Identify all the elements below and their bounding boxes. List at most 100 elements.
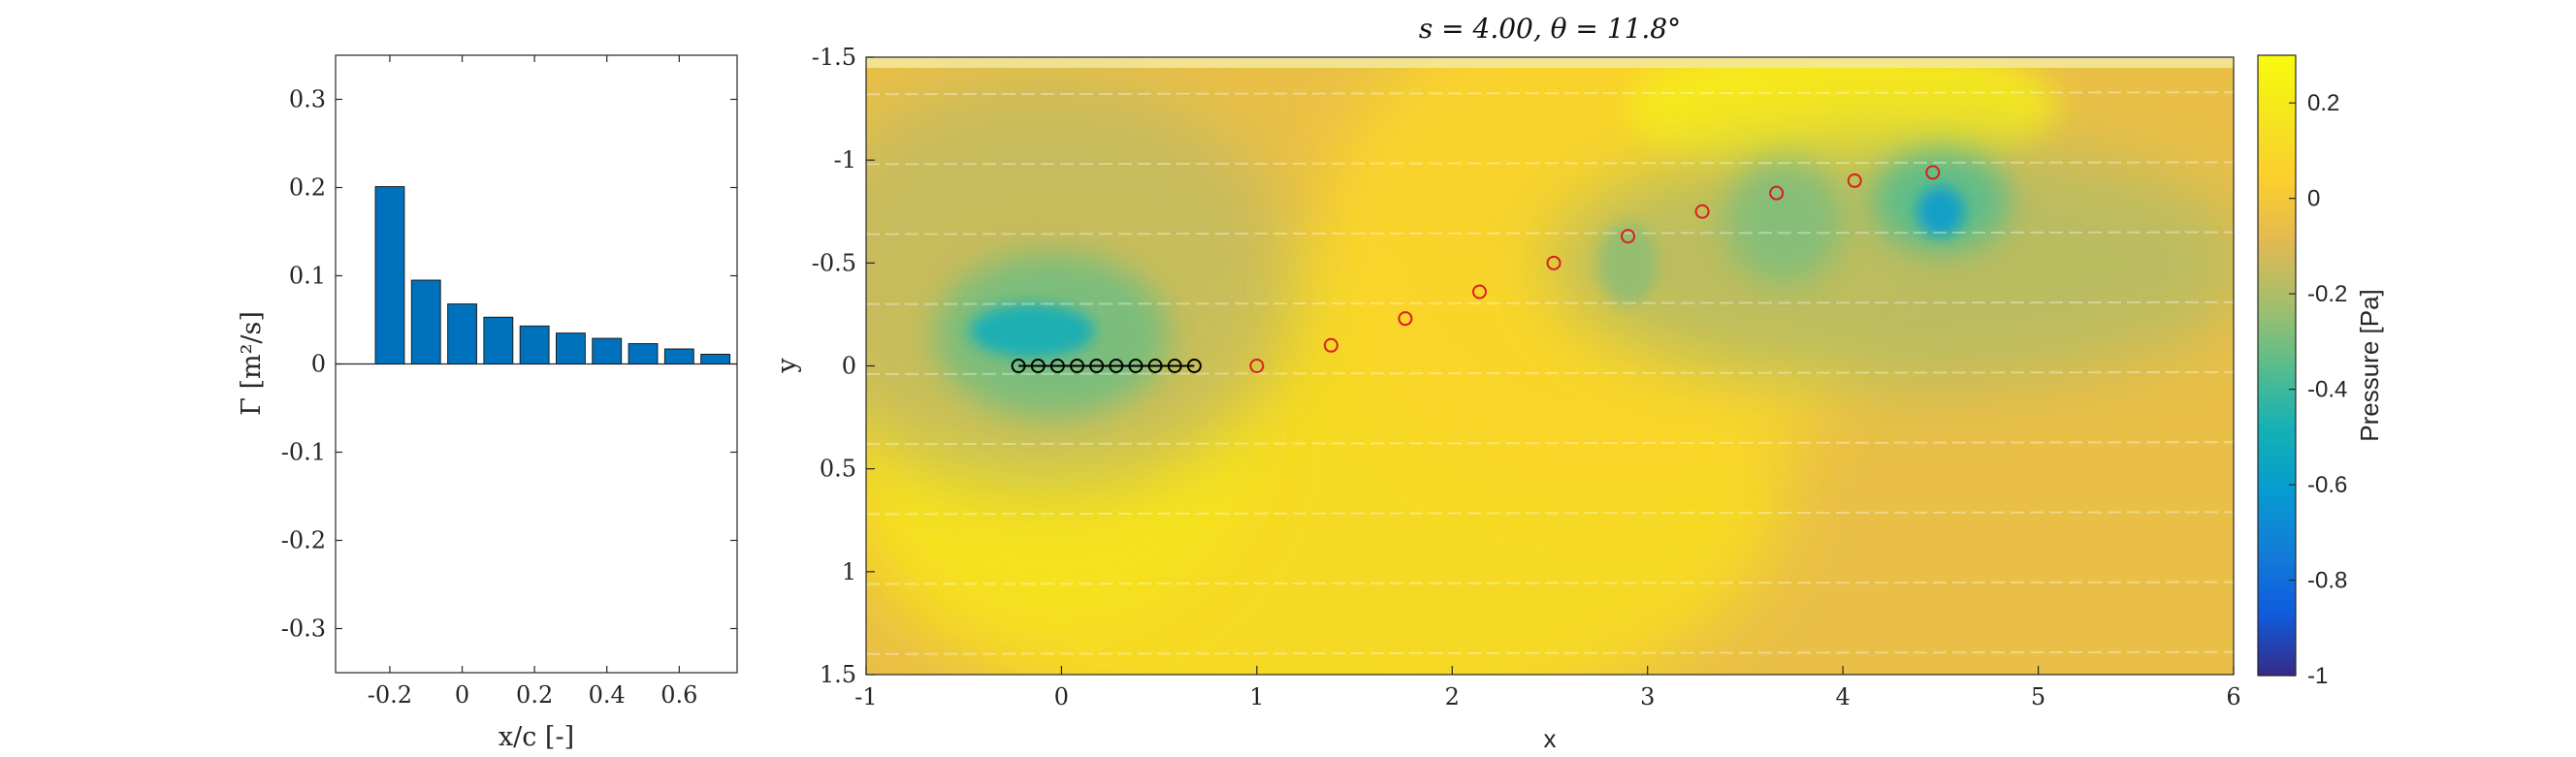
- y-tick-label: -0.2: [281, 527, 326, 554]
- wake-vortex-point: [1847, 173, 1862, 188]
- vector-row: [866, 370, 2234, 375]
- bar: [663, 348, 694, 364]
- bar-chart-y-label: Γ [m²/s]: [237, 311, 267, 416]
- pressure-field-title: s = 4.00, θ = 11.8°: [1419, 13, 1681, 45]
- colorbar: 0.2 0 -0.2 -0.4 -0.6 -0.8 -1 Pressure [Pa]: [2257, 54, 2384, 689]
- colorbar-tick-label: -1: [2307, 663, 2328, 689]
- wake-vortex-point: [1249, 359, 1265, 373]
- x-tick-label: 5: [2031, 683, 2045, 710]
- vector-row: [866, 441, 2234, 446]
- plate-vortex-point: [1167, 359, 1182, 373]
- colorbar-tick-label: -0.4: [2307, 377, 2347, 403]
- x-tick-label: 6: [2226, 683, 2240, 710]
- colorbar-tick-label: -0.8: [2307, 568, 2347, 594]
- wake-vortex-point: [1621, 229, 1636, 244]
- colorbar-tick-label: 0: [2307, 186, 2320, 212]
- plate-vortex-point: [1186, 359, 1202, 373]
- pressure-field-x-ticks: -1 0 1 2 3 4 5 6: [854, 666, 2241, 710]
- wake-vortex-point: [1398, 311, 1413, 327]
- vector-row: [866, 231, 2234, 236]
- bar: [447, 303, 477, 364]
- plate-vortex-point: [1011, 359, 1026, 373]
- colorbar-scale: [2257, 54, 2297, 677]
- wake-vortex-point: [1323, 337, 1338, 353]
- bar: [628, 343, 659, 365]
- colorbar-tick-label: -0.6: [2307, 472, 2347, 498]
- x-tick-label: -0.2: [368, 681, 412, 709]
- y-tick-label: 0.1: [289, 263, 326, 290]
- y-tick-label: -1.5: [812, 44, 856, 71]
- pressure-region: [1550, 139, 2234, 387]
- pressure-field-x-label: x: [1544, 724, 1557, 753]
- pressure-contours: [866, 57, 2234, 675]
- y-tick-label: -0.3: [281, 615, 326, 643]
- bar-chart-x-label: x/c [-]: [499, 722, 574, 752]
- vector-row: [866, 91, 2234, 96]
- bar-chart-x-ticks: -0.2 0 0.2 0.4 0.6: [368, 55, 697, 709]
- vector-row: [866, 161, 2234, 166]
- y-tick-label: 0: [311, 351, 326, 378]
- bar: [700, 353, 731, 364]
- colorbar-tick-label: -0.2: [2307, 281, 2347, 307]
- y-tick-label: 0.5: [820, 456, 856, 483]
- y-tick-label: 0: [842, 353, 856, 380]
- wake-vortex-point: [1925, 165, 1941, 180]
- pressure-region: [1916, 186, 1965, 237]
- colorbar-tick-label: 0.2: [2307, 90, 2339, 116]
- y-tick-label: 1: [842, 558, 856, 585]
- y-tick-label: 1.5: [820, 661, 856, 688]
- bar-series: [374, 186, 731, 365]
- bar: [519, 325, 550, 364]
- pressure-region: [969, 303, 1095, 359]
- pressure-region: [1598, 221, 1658, 304]
- plate-vortex-markers: [1011, 359, 1202, 373]
- x-tick-label: 0: [1054, 683, 1069, 710]
- bar-chart: -0.2 0 0.2 0.4 0.6 0.3 0.2 0.1 0 -0.1 -0.2 -0.3 x/…: [237, 54, 738, 752]
- top-boundary-band: [866, 57, 2234, 68]
- wake-vortex-point: [1694, 204, 1710, 219]
- x-tick-label: 1: [1249, 683, 1264, 710]
- x-tick-label: -1: [854, 683, 877, 710]
- pressure-field-y-label: y: [772, 358, 802, 374]
- plate-vortex-point: [1049, 359, 1065, 373]
- x-tick-label: 2: [1445, 683, 1460, 710]
- plate-vortex-point: [1030, 359, 1046, 373]
- x-tick-label: 0.6: [660, 681, 697, 709]
- vector-row: [866, 650, 2234, 655]
- plate-vortex-point: [1128, 359, 1143, 373]
- velocity-vector-rows: [866, 91, 2234, 655]
- bar: [374, 186, 405, 364]
- x-tick-label: 4: [1836, 683, 1851, 710]
- y-tick-label: 0.3: [289, 86, 326, 113]
- bar-chart-y-ticks: 0.3 0.2 0.1 0 -0.1 -0.2 -0.3: [281, 86, 737, 643]
- y-tick-label: -0.1: [281, 439, 326, 466]
- x-tick-label: 3: [1640, 683, 1655, 710]
- bar: [592, 337, 623, 364]
- plate-vortex-point: [1089, 359, 1105, 373]
- y-tick-label: -0.5: [812, 249, 856, 276]
- bar: [483, 316, 514, 364]
- plate-vortex-point: [1147, 359, 1163, 373]
- wake-vortex-point: [1546, 255, 1562, 270]
- x-tick-label: 0.2: [516, 681, 553, 709]
- y-tick-label: 0.2: [289, 174, 326, 202]
- vector-row: [866, 581, 2234, 585]
- vector-row: [866, 300, 2234, 305]
- pressure-field-y-ticks: -1.5 -1 -0.5 0 0.5 1 1.5: [812, 44, 875, 688]
- colorbar-ticks: 0.2 0 -0.2 -0.4 -0.6 -0.8 -1: [2289, 90, 2347, 689]
- bar: [410, 279, 441, 364]
- x-tick-label: 0: [455, 681, 469, 709]
- bar: [556, 332, 586, 364]
- plate-vortex-point: [1109, 359, 1124, 373]
- y-tick-label: -1: [834, 146, 856, 173]
- colorbar-label: Pressure [Pa]: [2355, 289, 2384, 442]
- x-tick-label: 0.4: [589, 681, 626, 709]
- wake-vortex-point: [1471, 284, 1487, 300]
- pressure-field-chart: s = 4.00, θ = 11.8° -1 0 1 2 3 4 5 6 -1.5 -1 -0.5…: [772, 13, 2241, 753]
- pressure-region: [1725, 160, 1844, 284]
- plate-vortex-point: [1070, 359, 1085, 373]
- vector-row: [866, 511, 2234, 516]
- wake-vortex-point: [1769, 185, 1785, 201]
- wake-vortex-markers: [1249, 165, 1941, 373]
